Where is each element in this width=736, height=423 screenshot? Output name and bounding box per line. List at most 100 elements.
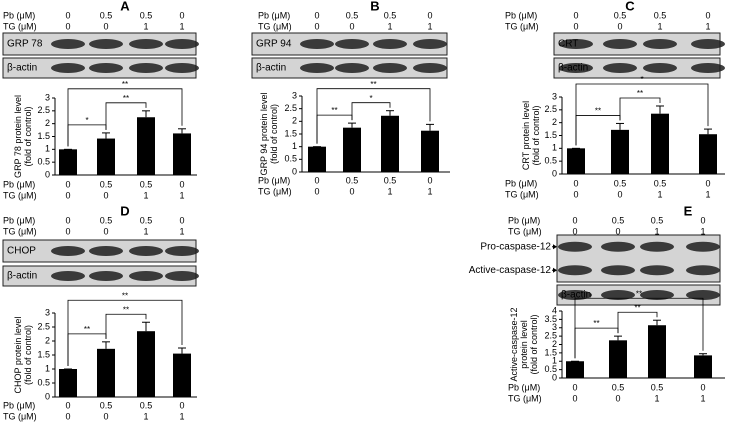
panel-letter: B [370, 0, 379, 13]
y-tick-label: 0 [45, 391, 50, 401]
condition-value: 0 [615, 226, 620, 236]
condition-value: 0 [65, 10, 70, 20]
x-tick-label: 0 [573, 189, 578, 199]
band [643, 39, 677, 49]
significance-bracket [67, 88, 183, 147]
x-tick-label: 1 [657, 189, 662, 199]
condition-value: 1 [705, 21, 710, 31]
band [640, 265, 674, 276]
bar [699, 134, 717, 174]
y-tick-label: 2.5 [284, 103, 297, 113]
bar [694, 355, 712, 378]
condition-value: 0 [179, 10, 184, 20]
band [300, 39, 334, 49]
x-tick-label: 0.5 [614, 178, 627, 188]
significance-label: ** [331, 106, 337, 115]
error-bar [386, 110, 394, 116]
x-tick-label: 0 [179, 179, 184, 189]
y-axis-label-line: CRT protein level [521, 101, 531, 170]
x-tick-label: 1 [179, 411, 184, 421]
y-tick-label: 2 [45, 118, 50, 128]
x-tick-label: 1 [654, 393, 659, 403]
y-tick-label: 1.5 [544, 347, 557, 357]
condition-label: TG (μM) [508, 226, 542, 236]
blot-label: β-actin [561, 290, 591, 301]
significance-bracket [316, 88, 431, 144]
bar [173, 353, 191, 397]
y-axis-label-line: (fold of control) [23, 106, 33, 166]
y-tick-label: 2 [45, 335, 50, 345]
condition-label: TG (μM) [258, 21, 292, 31]
error-bar [704, 128, 712, 135]
band [51, 39, 85, 49]
y-tick-label: 0.5 [284, 154, 297, 164]
bar [421, 130, 439, 172]
band [51, 63, 85, 73]
x-row-label: TG (μM) [505, 189, 539, 199]
bar [308, 146, 326, 172]
condition-value: 0 [314, 10, 319, 20]
y-tick-label: 2.5 [37, 105, 50, 115]
x-tick-label: 0 [615, 393, 620, 403]
band [413, 39, 447, 49]
x-tick-label: 1 [179, 190, 184, 200]
panel-letter: C [625, 0, 635, 13]
condition-value: 1 [657, 21, 662, 31]
x-row-label: Pb (μM) [3, 179, 35, 189]
x-row-label: TG (μM) [508, 393, 542, 403]
y-tick-label: 1.5 [284, 128, 297, 138]
y-tick-label: 1.5 [544, 130, 557, 140]
condition-value: 1 [427, 21, 432, 31]
bar [648, 325, 666, 378]
x-tick-label: 0 [617, 189, 622, 199]
condition-value: 0 [573, 10, 578, 20]
band [89, 39, 123, 49]
condition-value: 0 [349, 21, 354, 31]
band [558, 290, 592, 300]
error-bar [616, 122, 624, 130]
panel-letter: A [120, 0, 130, 13]
y-tick-label: 2.5 [544, 331, 557, 341]
y-tick-label: 1 [45, 144, 50, 154]
condition-label: TG (μM) [3, 226, 37, 236]
condition-value: 0.5 [100, 10, 113, 20]
band [165, 63, 199, 73]
error-bar [656, 105, 664, 114]
x-row-label: Pb (μM) [258, 175, 290, 185]
x-tick-label: 0 [314, 175, 319, 185]
y-tick-label: 0 [552, 372, 557, 382]
bar [59, 149, 77, 175]
y-axis-label-line: (fold of control) [269, 104, 279, 164]
y-tick-label: 4 [552, 305, 557, 315]
y-axis-label-line: (fold of control) [529, 314, 539, 374]
band [601, 265, 635, 276]
band [373, 63, 407, 73]
condition-value: 1 [654, 226, 659, 236]
blot-label: β-actin [256, 63, 286, 74]
bar [567, 148, 585, 174]
x-tick-label: 1 [700, 393, 705, 403]
y-axis-label-line: (fold of control) [531, 105, 541, 165]
significance-label: ** [84, 325, 90, 334]
y-tick-label: 0.5 [544, 156, 557, 166]
x-tick-label: 0 [314, 186, 319, 196]
y-tick-label: 3 [552, 322, 557, 332]
y-axis-label-line: (fold of control) [23, 325, 33, 385]
blot-label: Pro-caspase-12 [480, 241, 551, 252]
y-tick-label: 1 [45, 363, 50, 373]
y-tick-label: 3.5 [544, 314, 557, 324]
significance-label: ** [595, 107, 601, 116]
y-tick-label: 3 [292, 90, 297, 100]
band [129, 246, 163, 256]
significance-label: * [640, 75, 643, 84]
significance-bracket [105, 313, 147, 339]
significance-label: ** [122, 80, 128, 89]
y-tick-label: 0 [292, 166, 297, 176]
significance-label: * [85, 116, 88, 125]
y-tick-label: 0.5 [37, 157, 50, 167]
x-tick-label: 0.5 [140, 400, 153, 410]
condition-value: 0.5 [612, 215, 625, 225]
band [89, 63, 123, 73]
condition-label: Pb (μM) [3, 215, 35, 225]
x-tick-label: 0.5 [651, 382, 664, 392]
